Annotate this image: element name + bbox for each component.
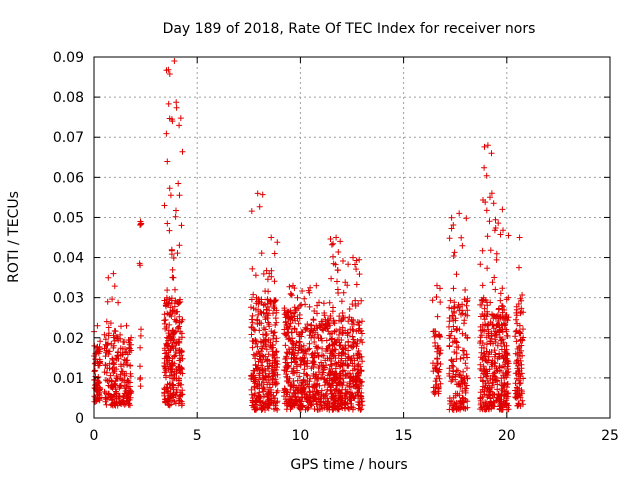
chart-title: Day 189 of 2018, Rate Of TEC Index for r… (163, 21, 536, 37)
x-tick-label: 25 (601, 428, 619, 444)
x-axis-label: GPS time / hours (290, 457, 407, 473)
x-tick-label: 10 (291, 428, 309, 444)
y-tick-label: 0 (75, 411, 84, 427)
y-tick-label: 0.06 (53, 170, 84, 186)
x-axis: 0 5 10 15 20 25 (90, 57, 619, 444)
y-tick-label: 0.04 (53, 251, 84, 267)
plot-frame (93, 56, 611, 419)
data-points (91, 58, 527, 413)
x-tick-label: 20 (498, 428, 516, 444)
y-tick-label: 0.01 (53, 371, 84, 387)
points (91, 58, 527, 413)
y-tick-label: 0.08 (53, 90, 84, 106)
y-axis-label: ROTI / TECUs (6, 191, 22, 283)
y-tick-label: 0.05 (53, 210, 84, 226)
y-axis: 0 0.01 0.02 0.03 0.04 0.05 0.06 0.07 0.08 0.09 (53, 50, 610, 427)
y-tick-label: 0.09 (53, 50, 84, 66)
x-tick-label: 0 (90, 428, 99, 444)
y-tick-label: 0.07 (53, 130, 84, 146)
x-tick-label: 15 (395, 428, 413, 444)
y-tick-label: 0.02 (53, 331, 84, 347)
x-tick-label: 5 (193, 428, 202, 444)
y-tick-label: 0.03 (53, 291, 84, 307)
